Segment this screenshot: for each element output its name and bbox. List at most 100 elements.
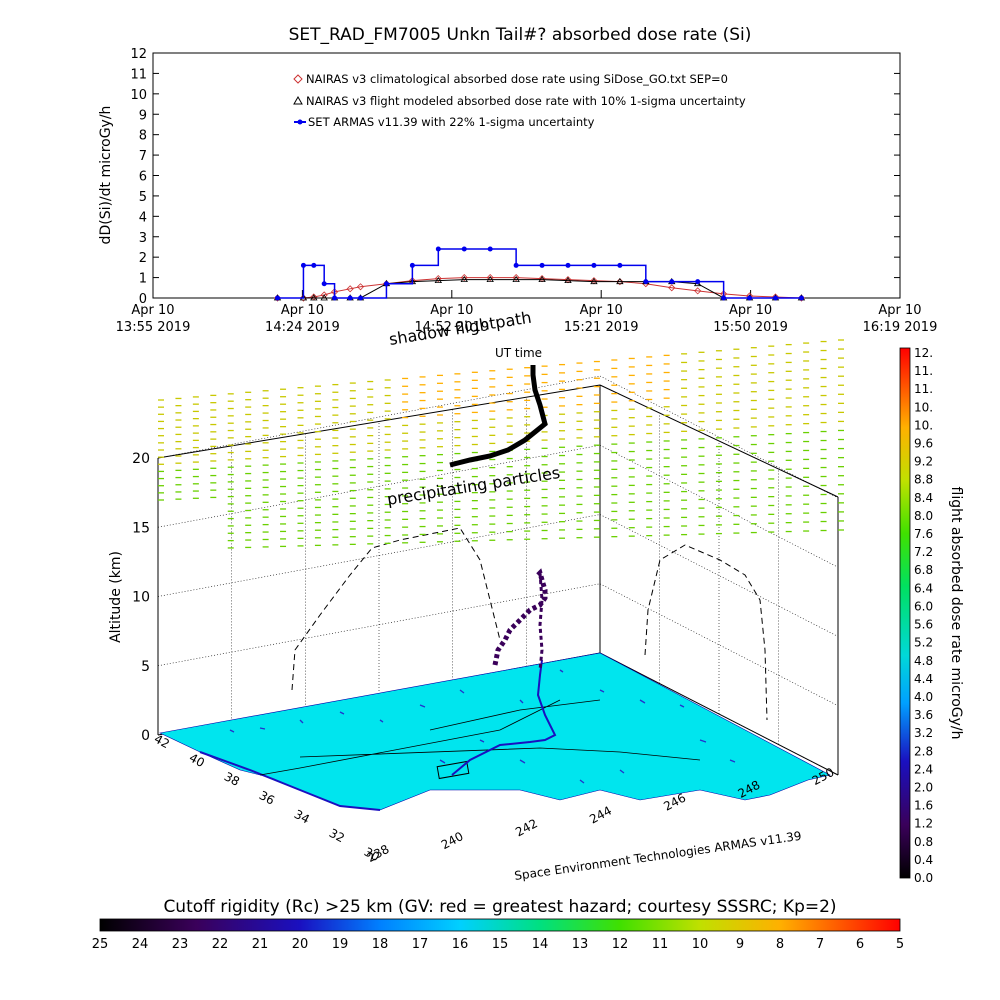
climatological-point [694, 287, 702, 295]
dot-marker-icon [297, 119, 303, 125]
altitude-axis: 0 5 10 15 20 [132, 451, 150, 744]
x-tick-label-time: 14:24 2019 [265, 320, 340, 335]
rigidity-tick-label: 20 [292, 937, 309, 952]
legend-entry-climatological: NAIRAS v3 climatological absorbed dose r… [293, 72, 728, 86]
shadow-flightpath [451, 659, 557, 776]
y-tick-label: 12 [130, 47, 147, 62]
rigidity-tick-label: 12 [612, 937, 629, 952]
altitude-axis-label: Altitude (km) [108, 551, 124, 643]
dose-tick-label: 2.8 [914, 744, 933, 758]
armas-point [321, 281, 327, 287]
x-tick-label-time: 15:21 2019 [564, 320, 639, 335]
z-grid-line [599, 444, 839, 568]
x-tick-label-time: 16:19 2019 [863, 320, 938, 335]
state-borders [259, 699, 701, 776]
dose-tick-label: 6.8 [914, 563, 933, 577]
lat-tick-label: 32 [327, 826, 347, 846]
dose-tick-label: 2.4 [914, 762, 933, 776]
rigidity-tick-label: 22 [212, 937, 229, 952]
dose-tick-label: 8.8 [914, 473, 933, 487]
rigidity-tick-label: 6 [856, 937, 864, 952]
legend-entry-modeled: NAIRAS v3 flight modeled absorbed dose r… [293, 94, 746, 108]
rigidity-colorbar-ramp [99, 918, 901, 932]
lat-tick-label: 34 [292, 807, 312, 827]
x-tick-label-date: Apr 10 [430, 303, 473, 318]
z-tick-label: 0 [141, 728, 150, 744]
top-x-axis: Apr 10 13:55 2019 Apr 10 14:24 2019 Apr 10 14… [116, 290, 938, 335]
armas-point [539, 262, 545, 268]
modeled-point [460, 275, 468, 283]
dose-tick-label: 3.6 [914, 708, 933, 722]
rigidity-colorbar-ticks: 25 24 23 22 21 20 19 18 17 16 15 14 13 12 11 10 9 8 7 6 5 [92, 937, 904, 952]
y-tick-label: 8 [139, 129, 147, 144]
rigidity-tick-label: 21 [252, 937, 269, 952]
dose-tick-label: 7.2 [914, 545, 933, 559]
ut-time-label: UT time [495, 346, 542, 360]
armas-point [358, 295, 363, 301]
legend-label-modeled: NAIRAS v3 flight modeled absorbed dose r… [306, 94, 746, 108]
map-floor [159, 652, 831, 811]
y-tick-label: 9 [139, 108, 147, 123]
modeled-point [538, 275, 546, 283]
modeled-point [590, 277, 598, 285]
armas-point [300, 262, 306, 268]
lat-tick-label: 42 [152, 732, 172, 752]
armas-point [513, 262, 519, 268]
dose-rate-chart: SET_RAD_FM7005 Unkn Tail#? absorbed dose… [98, 25, 937, 335]
flight-track [449, 365, 557, 776]
series-line-climatological [277, 277, 802, 299]
x-tick-label-date: Apr 10 [580, 303, 623, 318]
ut-time-track [449, 365, 548, 468]
top-chart-frame [152, 52, 901, 299]
top-chart-title: SET_RAD_FM7005 Unkn Tail#? absorbed dose… [289, 25, 752, 45]
rigidity-tick-label: 11 [652, 937, 669, 952]
climatological-point [356, 283, 365, 291]
y-tick-label: 6 [139, 170, 147, 185]
rigidity-tick-label: 24 [132, 937, 149, 952]
z-tick-label: 10 [132, 590, 150, 606]
rigidity-tick-label: 5 [896, 937, 904, 952]
series-line-armas [277, 248, 802, 299]
latitude-axis: 42 40 38 36 34 32 30 [152, 732, 382, 865]
airport-marker [436, 760, 470, 780]
climatological-point [346, 285, 354, 293]
y-tick-label: 10 [130, 88, 147, 103]
rigidity-tick-label: 19 [332, 937, 349, 952]
top-chart-series [273, 246, 806, 302]
y-tick-label: 11 [130, 67, 147, 82]
y-tick-label: 1 [139, 272, 147, 287]
legend-label-armas: SET ARMAS v11.39 with 22% 1-sigma uncert… [308, 115, 595, 129]
y-tick-label: 4 [139, 210, 147, 225]
armas-point [591, 262, 597, 268]
dose-colorbar-ramp [899, 347, 911, 879]
rigidity-colorbar-title: Cutoff rigidity (Rc) >25 km (GV: red = g… [163, 897, 836, 917]
z-tick-label: 5 [141, 659, 150, 675]
armas-point [435, 246, 441, 252]
armas-point [461, 246, 467, 252]
x-tick-label-date: Apr 10 [131, 303, 174, 318]
rigidity-tick-label: 9 [736, 937, 744, 952]
climatological-point [434, 275, 442, 283]
dose-tick-label: 9.6 [914, 437, 933, 451]
z-tick-label: 15 [132, 520, 150, 536]
map-land [159, 652, 831, 811]
dose-colorbar-ticks: 0.0 0.4 0.8 1.2 1.6 2.0 2.4 2.8 3.2 3.6 4.0 4.4 4.8 5… [914, 346, 933, 885]
dose-tick-label: 8.4 [914, 491, 933, 505]
dose-tick-label: 3.2 [914, 726, 933, 740]
dose-tick-label: 0.0 [914, 871, 933, 885]
z-grid-line [599, 375, 839, 499]
lat-tick-label: 40 [187, 751, 207, 771]
dose-tick-label: 1.6 [914, 799, 933, 813]
armas-point [747, 295, 753, 301]
dose-tick-label: 10. [914, 400, 933, 414]
y-tick-label: 3 [139, 231, 147, 246]
armas-point [643, 279, 649, 285]
climatological-point [512, 274, 520, 282]
x-tick-label-time: 13:55 2019 [116, 320, 191, 335]
rigidity-tick-label: 17 [412, 937, 429, 952]
rigidity-tick-label: 10 [692, 937, 709, 952]
y-tick-label: 2 [139, 251, 147, 266]
rigidity-tick-label: 15 [492, 937, 509, 952]
